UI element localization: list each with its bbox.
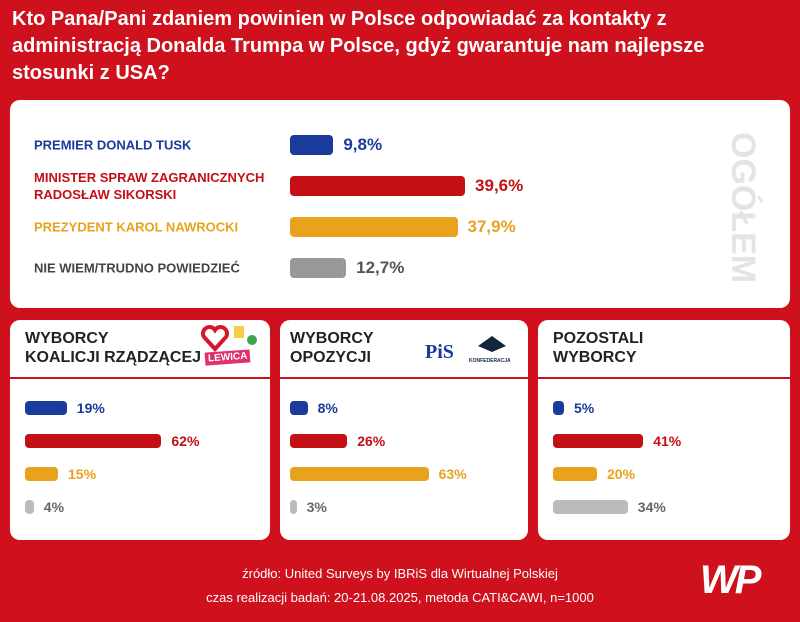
panel-title: WYBORCY (290, 330, 374, 347)
bar (25, 401, 67, 415)
panel-title: WYBORCY (25, 330, 109, 347)
value-label: 26% (357, 433, 386, 449)
category-label: MINISTER SPRAW ZAGRANICZNYCH RADOSŁAW SI… (34, 170, 265, 202)
panel-title: WYBORCY (553, 349, 637, 366)
category-label: PREZYDENT KAROL NAWROCKI (34, 219, 239, 235)
value-label: 63% (438, 466, 467, 482)
pis-logo: PiS (425, 341, 454, 363)
bar (290, 217, 458, 237)
category-label: NIE WIEM/TRUDNO POWIEDZIEĆ (34, 260, 240, 276)
value-label: 12,7% (356, 258, 405, 277)
value-label: 34% (637, 499, 666, 515)
value-label: 9,8% (343, 135, 383, 154)
panel (280, 320, 528, 540)
heart-logo (201, 325, 229, 352)
bar (25, 434, 162, 448)
value-label: 62% (171, 433, 200, 449)
party-logos (234, 326, 257, 345)
bar (290, 401, 308, 415)
bar (290, 500, 297, 514)
konf-logo: KONFEDERACJA (469, 358, 511, 364)
wp-logo: WP (700, 558, 761, 602)
value-label: 3% (306, 499, 327, 515)
value-label: 37,9% (467, 217, 516, 236)
panel-title: OGÓŁEM (724, 132, 762, 284)
bar (25, 467, 58, 481)
category-label: PREMIER DONALD TUSK (34, 137, 192, 153)
bar (553, 434, 644, 448)
bar (290, 258, 347, 278)
bar (553, 401, 564, 415)
bar (290, 176, 466, 196)
bar (553, 467, 597, 481)
bar (553, 500, 628, 514)
bar (25, 500, 34, 514)
divider (538, 377, 790, 379)
source: źródło: United Surveys by IBRiS dla Wirt… (242, 566, 558, 581)
value-label: 39,6% (475, 176, 524, 195)
value-label: 20% (607, 466, 636, 482)
divider (280, 377, 528, 379)
panel-title: POZOSTALI (553, 330, 644, 347)
value-label: 5% (574, 400, 595, 416)
method: czas realizacji badań: 20-21.08.2025, me… (206, 590, 594, 605)
bar (290, 135, 334, 155)
konf-logo-icon (478, 336, 506, 352)
bar (290, 434, 348, 448)
value-label: 41% (653, 433, 682, 449)
panel-title: OPOZYCJI (290, 349, 371, 366)
main-panel (10, 100, 790, 308)
value-label: 4% (43, 499, 65, 515)
divider (10, 377, 270, 379)
title: Kto Pana/Pani zdaniem powinien w Polsce … (12, 8, 705, 84)
value-label: 15% (68, 466, 97, 482)
panel-title: KOALICJI RZĄDZĄCEJ (25, 349, 202, 366)
bar (290, 467, 429, 481)
value-label: 19% (76, 400, 105, 416)
value-label: 8% (317, 400, 338, 416)
